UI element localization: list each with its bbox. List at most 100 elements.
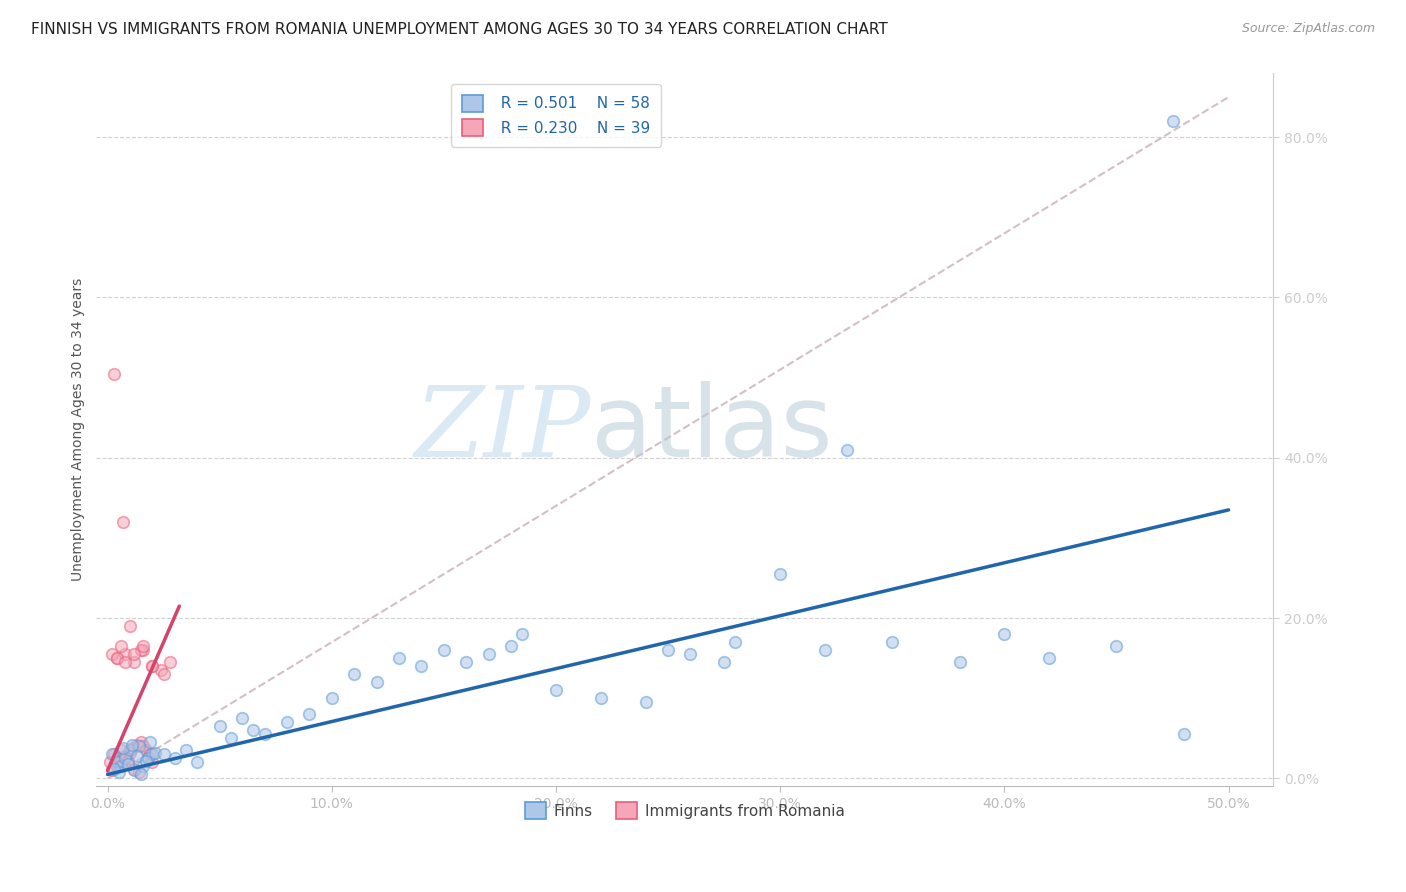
Point bbox=[478, 647, 501, 661]
Point bbox=[1161, 114, 1184, 128]
Point bbox=[242, 723, 264, 738]
Point bbox=[105, 651, 128, 665]
Point bbox=[132, 759, 155, 773]
Point bbox=[163, 751, 186, 765]
Point bbox=[129, 735, 152, 749]
Point bbox=[110, 759, 132, 773]
Point bbox=[107, 765, 129, 780]
Point bbox=[814, 643, 837, 657]
Point bbox=[114, 751, 136, 765]
Point bbox=[411, 659, 433, 673]
Point bbox=[253, 727, 276, 741]
Text: FINNISH VS IMMIGRANTS FROM ROMANIA UNEMPLOYMENT AMONG AGES 30 TO 34 YEARS CORREL: FINNISH VS IMMIGRANTS FROM ROMANIA UNEMP… bbox=[31, 22, 887, 37]
Point bbox=[128, 739, 150, 754]
Point bbox=[132, 739, 155, 754]
Point bbox=[124, 762, 146, 776]
Point bbox=[128, 765, 150, 780]
Point bbox=[121, 738, 143, 752]
Point bbox=[118, 743, 141, 757]
Point bbox=[132, 643, 155, 657]
Point bbox=[174, 743, 197, 757]
Point bbox=[321, 691, 343, 706]
Point bbox=[208, 719, 231, 733]
Point bbox=[139, 735, 162, 749]
Point bbox=[298, 707, 321, 722]
Point bbox=[343, 667, 366, 681]
Point bbox=[713, 655, 735, 669]
Point bbox=[103, 762, 125, 776]
Point bbox=[139, 747, 162, 762]
Point bbox=[388, 651, 411, 665]
Point bbox=[769, 567, 792, 582]
Point bbox=[1038, 651, 1060, 665]
Point bbox=[1173, 727, 1195, 741]
Point bbox=[143, 746, 166, 760]
Point bbox=[993, 627, 1015, 641]
Point bbox=[105, 756, 128, 770]
Point bbox=[110, 743, 132, 757]
Point bbox=[141, 659, 163, 673]
Point bbox=[117, 757, 139, 772]
Point bbox=[136, 751, 159, 765]
Point bbox=[112, 515, 135, 529]
Point bbox=[724, 635, 747, 649]
Point bbox=[103, 367, 125, 381]
Point bbox=[544, 683, 567, 698]
Point bbox=[125, 749, 148, 764]
Point bbox=[152, 747, 174, 762]
Point bbox=[129, 643, 152, 657]
Point bbox=[117, 754, 139, 768]
Point bbox=[103, 747, 125, 762]
Point bbox=[512, 627, 534, 641]
Point bbox=[107, 751, 129, 765]
Point bbox=[112, 741, 135, 756]
Point bbox=[657, 643, 679, 657]
Point bbox=[589, 691, 612, 706]
Point bbox=[679, 647, 702, 661]
Text: atlas: atlas bbox=[591, 381, 832, 478]
Point bbox=[124, 655, 146, 669]
Point bbox=[118, 619, 141, 633]
Text: ZIP: ZIP bbox=[415, 382, 591, 477]
Point bbox=[837, 442, 859, 457]
Point bbox=[124, 647, 146, 661]
Point bbox=[118, 746, 141, 760]
Point bbox=[125, 738, 148, 752]
Point bbox=[124, 764, 146, 778]
Y-axis label: Unemployment Among Ages 30 to 34 years: Unemployment Among Ages 30 to 34 years bbox=[72, 278, 86, 582]
Point bbox=[456, 655, 478, 669]
Text: Source: ZipAtlas.com: Source: ZipAtlas.com bbox=[1241, 22, 1375, 36]
Point bbox=[159, 655, 181, 669]
Point bbox=[152, 667, 174, 681]
Point bbox=[110, 639, 132, 653]
Point bbox=[112, 757, 135, 772]
Point bbox=[150, 663, 173, 677]
Legend: Finns, Immigrants from Romania: Finns, Immigrants from Romania bbox=[519, 797, 851, 825]
Point bbox=[135, 754, 157, 768]
Point bbox=[219, 731, 242, 746]
Point bbox=[114, 749, 136, 764]
Point bbox=[366, 675, 388, 690]
Point bbox=[121, 741, 143, 756]
Point bbox=[135, 743, 157, 757]
Point bbox=[882, 635, 904, 649]
Point bbox=[136, 751, 159, 765]
Point bbox=[129, 767, 152, 781]
Point bbox=[132, 639, 155, 653]
Point bbox=[98, 756, 121, 770]
Point bbox=[141, 659, 163, 673]
Point bbox=[105, 759, 128, 773]
Point bbox=[141, 747, 163, 762]
Point bbox=[105, 651, 128, 665]
Point bbox=[114, 647, 136, 661]
Point bbox=[114, 655, 136, 669]
Point bbox=[101, 747, 124, 762]
Point bbox=[276, 715, 298, 730]
Point bbox=[101, 647, 124, 661]
Point bbox=[141, 756, 163, 770]
Point bbox=[634, 695, 657, 709]
Point bbox=[948, 655, 970, 669]
Point bbox=[501, 639, 523, 653]
Point bbox=[186, 756, 208, 770]
Point bbox=[101, 764, 124, 778]
